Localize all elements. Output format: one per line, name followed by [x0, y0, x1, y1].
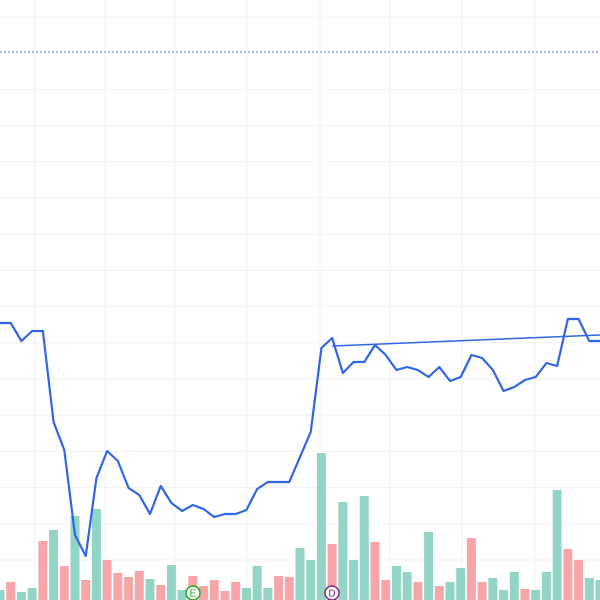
volume-bar: [113, 573, 123, 600]
volume-bar: [70, 516, 80, 600]
volume-bar: [263, 588, 273, 600]
volume-bar: [391, 566, 401, 600]
volume-bar: [531, 590, 541, 600]
volume-bar: [402, 572, 412, 600]
volume-bar: [574, 560, 584, 600]
volume-bar: [241, 588, 251, 600]
volume-bar: [413, 582, 423, 600]
volume-bar: [124, 577, 134, 600]
volume-bar: [563, 549, 573, 600]
volume-bar: [145, 579, 155, 600]
event-marker-label: D: [328, 589, 335, 600]
volume-bar: [338, 502, 348, 600]
event-marker[interactable]: [185, 585, 201, 600]
volume-bar: [295, 548, 305, 600]
volume-bar: [584, 578, 594, 600]
volume-bar: [306, 560, 316, 600]
event-marker[interactable]: [324, 585, 340, 600]
volume-bar: [231, 582, 241, 600]
volume-bar: [220, 591, 230, 600]
event-marker-label: E: [190, 589, 197, 600]
volume-bar: [434, 586, 444, 600]
volume-bar: [595, 580, 600, 600]
volume-bar: [49, 530, 59, 600]
volume-bar: [156, 585, 166, 600]
volume-bar: [381, 580, 391, 600]
volume-bar: [0, 590, 5, 600]
volume-bar: [199, 586, 209, 600]
volume-bar: [81, 580, 91, 600]
volume-bar: [59, 566, 69, 600]
volume-bar: [27, 588, 37, 600]
volume-bar: [102, 560, 112, 600]
volume-bar: [284, 577, 294, 600]
volume-bar: [477, 582, 487, 600]
volume-bar: [499, 590, 509, 600]
volume-bar: [552, 490, 562, 600]
price-line: [0, 317, 600, 558]
volume-bar: [16, 592, 26, 600]
volume-bar: [424, 532, 434, 600]
volume-bar: [466, 538, 476, 600]
volume-bar: [209, 580, 219, 600]
volume-bar: [252, 566, 262, 600]
volume-bar: [166, 565, 176, 600]
volume-bar: [6, 582, 16, 600]
volume-bar: [456, 568, 466, 600]
volume-bar: [316, 453, 326, 600]
volume-bar: [445, 582, 455, 600]
volume-bar: [349, 560, 359, 600]
volume-bar: [359, 496, 369, 600]
volume-bar: [134, 571, 144, 600]
volume-bar: [91, 509, 101, 600]
volume-bar: [177, 590, 187, 600]
volume-bar: [274, 576, 284, 600]
trend-line: [332, 334, 600, 347]
volume-bar: [541, 572, 551, 600]
volume-bar: [38, 541, 48, 600]
volume-bar: [488, 578, 498, 600]
volume-bar: [370, 542, 380, 600]
volume-bar: [509, 572, 519, 600]
volume-bar: [327, 544, 337, 600]
volume-bar: [520, 589, 530, 600]
